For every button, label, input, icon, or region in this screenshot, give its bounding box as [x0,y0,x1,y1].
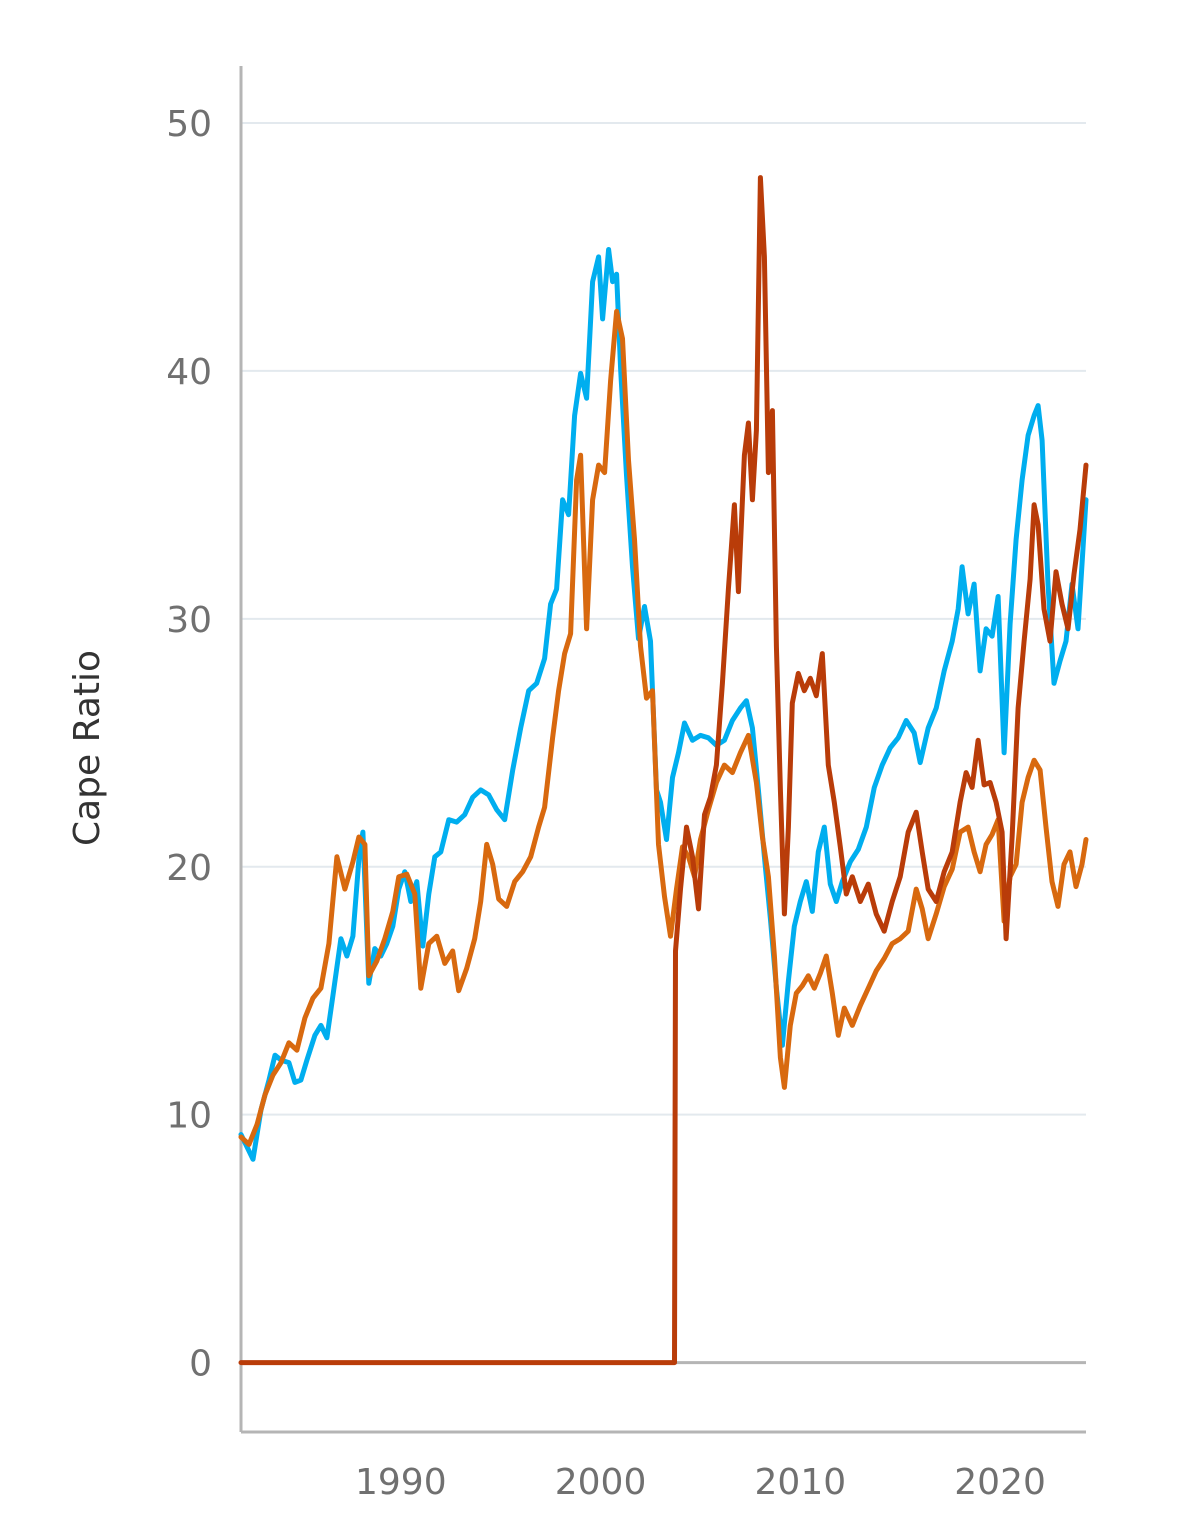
series-line-1 [238,247,1089,1162]
y-tick-label: 10 [166,1096,212,1137]
series-line-2 [238,308,1089,1147]
series-lines [238,175,1089,1366]
x-tick-label: 2020 [954,1462,1046,1503]
gridlines [241,122,1086,1365]
y-tick-labels: 0 10 20 30 40 50 [166,104,212,1385]
y-tick-label: 20 [166,848,212,889]
x-tick-label: 2010 [755,1462,847,1503]
series-line-3 [238,175,1089,1366]
axes [239,66,1086,1434]
y-tick-label: 40 [166,352,212,393]
x-tick-label: 2000 [555,1462,647,1503]
x-tick-label: 1990 [355,1462,447,1503]
x-tick-labels: 1990 2000 2010 2020 [355,1462,1046,1503]
y-axis-title: Cape Ratio [67,650,108,846]
y-tick-label: 30 [166,600,212,641]
y-tick-label: 0 [189,1344,212,1385]
y-tick-label: 50 [166,104,212,145]
